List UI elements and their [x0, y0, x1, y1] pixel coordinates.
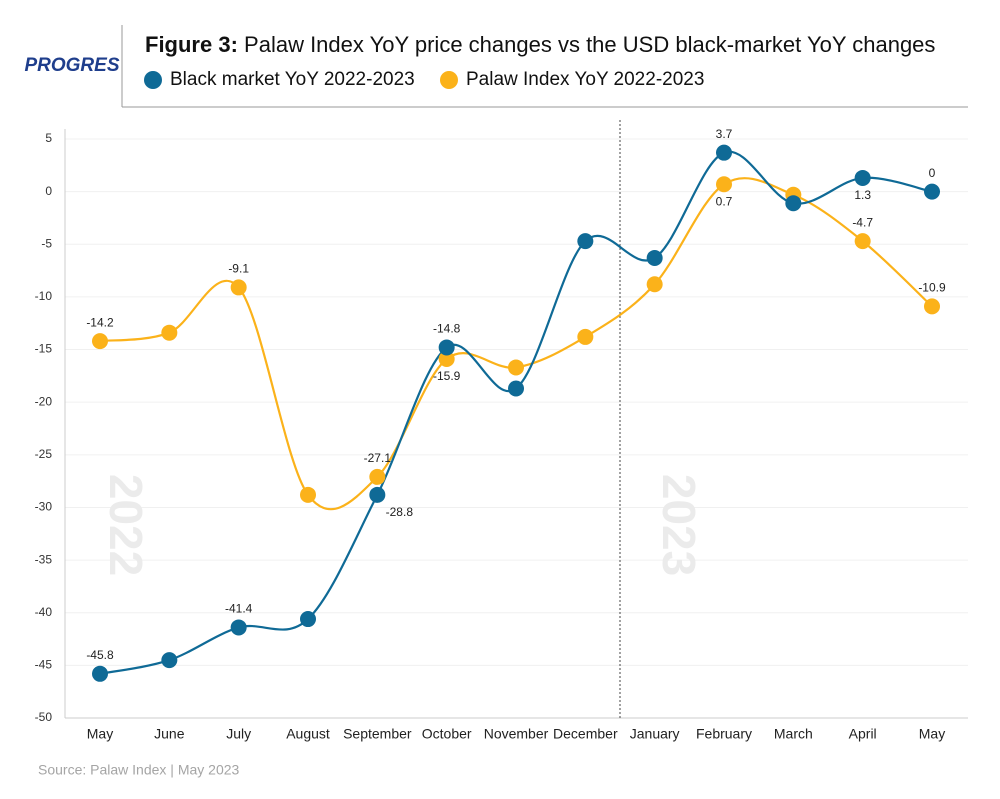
data-point: [369, 468, 386, 485]
source: Source: Palaw Index | May 2023: [38, 762, 240, 778]
x-tick-label: May: [919, 726, 945, 742]
data-point: [161, 324, 178, 341]
title-label: Figure 3:: [145, 32, 238, 57]
data-point: [508, 359, 524, 376]
legend-label: Black market YoY 2022-2023: [170, 69, 415, 90]
value-label: -41.4: [225, 602, 253, 616]
data-point: [716, 144, 732, 161]
data-point: [577, 233, 594, 250]
y-tick-label: -35: [35, 552, 53, 566]
chart-title: Figure 3: Palaw Index YoY price changes …: [145, 32, 935, 57]
data-point: [785, 195, 802, 212]
value-label: -27.1: [364, 451, 392, 465]
y-tick-label: -25: [35, 447, 53, 461]
x-tick-label: April: [849, 726, 877, 742]
value-label: -14.2: [86, 315, 114, 329]
x-tick-label: November: [484, 726, 549, 742]
brand-logo: PROGRES: [24, 55, 119, 76]
legend-marker: [144, 71, 162, 89]
year-watermark: 2023: [653, 474, 705, 576]
data-point: [577, 328, 594, 345]
data-point: [300, 486, 316, 503]
value-label: -4.7: [852, 215, 873, 229]
y-tick-label: -40: [35, 605, 53, 619]
data-point: [854, 169, 871, 186]
x-tick-label: August: [286, 726, 330, 742]
x-tick-label: June: [154, 726, 185, 742]
x-tick-label: January: [630, 726, 680, 742]
value-label: -9.1: [228, 262, 249, 276]
x-tick-label: October: [422, 726, 472, 742]
y-tick-label: 5: [45, 131, 52, 145]
x-tick-label: May: [87, 726, 113, 742]
y-tick-label: -5: [41, 236, 52, 250]
x-tick-label: July: [226, 726, 251, 742]
data-point: [300, 611, 316, 628]
data-point: [924, 183, 940, 200]
data-point: [438, 339, 455, 356]
x-tick-label: February: [696, 726, 752, 742]
x-tick-label: September: [343, 726, 412, 742]
title-text: Palaw Index YoY price changes vs the USD…: [244, 32, 935, 57]
legend-marker: [440, 71, 458, 89]
value-label: -15.9: [433, 369, 461, 383]
year-watermark: 2022: [100, 474, 152, 576]
value-label: 1.3: [854, 188, 871, 202]
data-point: [508, 380, 524, 397]
data-point: [92, 333, 108, 350]
data-point: [369, 486, 386, 503]
value-label: 0: [929, 166, 936, 180]
value-label: -10.9: [918, 281, 946, 295]
value-label: 0.7: [716, 194, 733, 208]
data-point: [438, 351, 455, 368]
y-tick-label: -50: [35, 710, 53, 724]
value-label: -28.8: [386, 505, 414, 519]
y-tick-label: -45: [35, 658, 53, 672]
data-point: [646, 276, 663, 293]
data-point: [716, 176, 732, 193]
legend-label: Palaw Index YoY 2022-2023: [466, 69, 704, 90]
y-tick-label: 0: [45, 184, 52, 198]
data-point: [854, 233, 871, 250]
y-tick-label: -15: [35, 342, 53, 356]
y-tick-label: -30: [35, 500, 53, 514]
x-tick-label: March: [774, 726, 813, 742]
y-tick-label: -10: [35, 289, 53, 303]
data-point: [924, 298, 940, 315]
data-point: [161, 652, 178, 669]
data-point: [230, 619, 247, 636]
value-label: 3.7: [716, 127, 733, 141]
x-tick-label: December: [553, 726, 618, 742]
y-tick-label: -20: [35, 394, 53, 408]
value-label: -14.8: [433, 322, 461, 336]
data-point: [230, 279, 247, 296]
value-label: -45.8: [86, 648, 114, 662]
data-point: [92, 665, 108, 682]
data-point: [646, 249, 663, 266]
